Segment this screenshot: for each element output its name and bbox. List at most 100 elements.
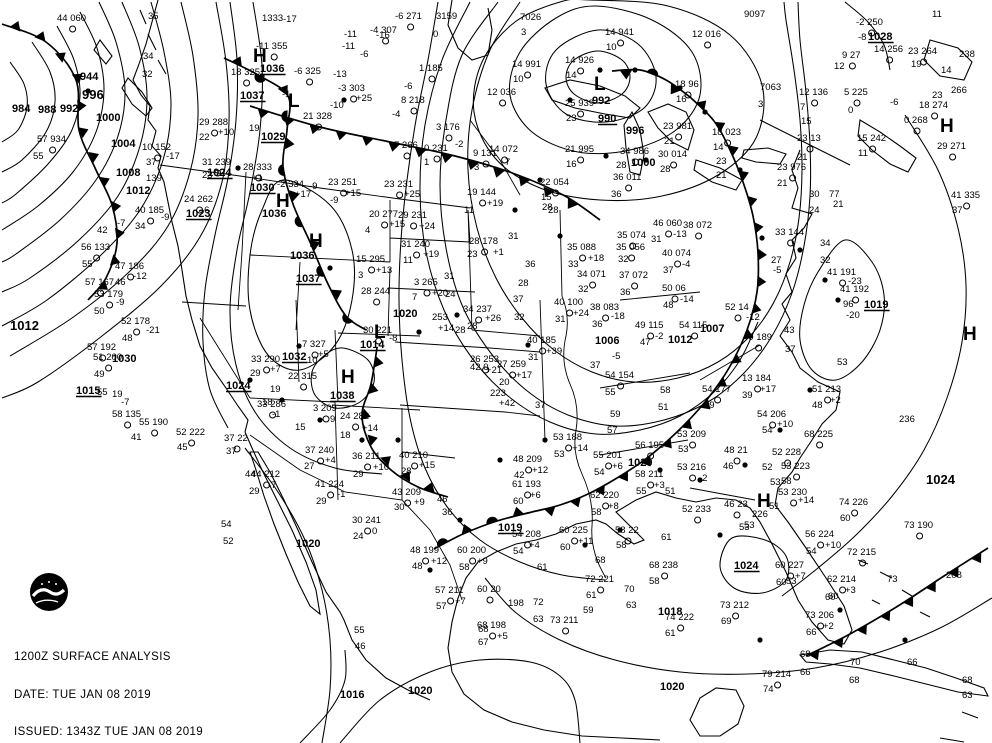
station-label: 44 060 [57, 13, 86, 24]
station-label: 35 088 [567, 242, 596, 253]
station-label: 37 [952, 205, 963, 216]
station-circle [714, 396, 722, 404]
station-circle [124, 421, 132, 429]
isobar-line [545, 29, 657, 123]
station-label: -9 [330, 195, 338, 206]
station-circle [755, 344, 763, 352]
station-circle [754, 385, 762, 393]
station-dot [797, 247, 803, 253]
station-circle [214, 169, 222, 177]
station-label: -1 [337, 489, 345, 500]
station-label: 27 259 [497, 359, 526, 370]
station-label: 57 [436, 601, 447, 612]
station-dot [697, 477, 703, 483]
station-label: 24 [353, 531, 364, 542]
station-circle [396, 191, 404, 199]
high-pressure-center: H [309, 231, 323, 252]
station-dot [643, 157, 649, 163]
station-label: +10 [777, 419, 793, 430]
station-label: 12 036 [487, 87, 516, 98]
station-circle [422, 557, 430, 565]
station-label: +24 [419, 221, 435, 232]
isobar-line [202, 1, 239, 429]
station-circle [300, 383, 308, 391]
station-label: +12 [532, 465, 548, 476]
isobar-line [799, 239, 885, 381]
station-label: 29 [316, 496, 327, 507]
isobar-line [9, 1, 199, 357]
station-circle [853, 99, 861, 107]
station-label: 23 [566, 113, 577, 124]
gulf-east-coastline [447, 149, 853, 741]
station-label: 51 200 [93, 352, 122, 363]
station-circle [769, 421, 777, 429]
station-label: 53 [678, 444, 689, 455]
station-label: 18 [340, 430, 351, 441]
station-circle [602, 314, 610, 322]
station-label: -2 250 [856, 17, 883, 28]
station-label: 14 [566, 70, 577, 81]
station-label: 1 185 [419, 63, 443, 74]
station-label: 23 [716, 156, 727, 167]
isobar-line [1, 1, 148, 293]
station-label: 18 96 [675, 79, 699, 90]
station-label: 22 [199, 132, 210, 143]
station-label: +10 [373, 462, 389, 473]
station-label: +25 [356, 93, 372, 104]
station-label: +39 [546, 346, 562, 357]
pressure-value-label: 1020 [393, 308, 417, 320]
station-label: 61 193 [512, 479, 541, 490]
pressure-value-label: 1023 [186, 208, 210, 220]
station-label: 63 [626, 600, 637, 611]
pressure-value-label: 1007 [700, 323, 724, 335]
isobar-line [1, 11, 105, 231]
station-label: 37 [535, 400, 546, 411]
station-label: -12 [746, 312, 760, 323]
station-label: 59 [610, 409, 621, 420]
station-circle [243, 79, 251, 87]
station-circle [577, 67, 585, 75]
station-label: 37 240 [305, 445, 334, 456]
station-label: 47 [640, 337, 651, 348]
station-label: 28 [401, 466, 412, 477]
station-label: 14 941 [605, 27, 634, 38]
station-circle [916, 532, 924, 540]
station-circle [315, 123, 323, 131]
pressure-value-label: 984 [12, 103, 31, 115]
station-dot [807, 387, 813, 393]
station-label: 57 167 [85, 277, 114, 288]
station-circle [806, 145, 814, 153]
station-label: 20 [499, 377, 510, 388]
station-circle [629, 242, 637, 250]
title-line-analysis: 1200Z SURFACE ANALYSIS [14, 651, 171, 663]
station-label: 51 213 [812, 384, 841, 395]
station-label: 11 [403, 255, 413, 266]
station-label: 60 [825, 592, 836, 603]
pressure-value-label: 1020 [296, 538, 320, 550]
station-circle [151, 429, 159, 437]
station-circle [475, 316, 483, 324]
station-label: 56 195 [635, 440, 664, 451]
station-label: 42 [514, 470, 525, 481]
station-label: 33 [568, 259, 579, 270]
station-circle [628, 254, 636, 262]
station-circle [501, 156, 509, 164]
station-circle [784, 459, 792, 467]
station-label: 60 [840, 513, 851, 524]
station-label: 66 [907, 657, 918, 668]
station-label: 96 [843, 299, 854, 310]
station-label: 55 [354, 625, 365, 636]
station-label: 60 [560, 542, 571, 553]
station-label: 40 189 [743, 332, 772, 343]
station-label: 48 209 [513, 454, 542, 465]
station-circle [364, 527, 372, 535]
station-circle [647, 332, 655, 340]
station-label: -6 [890, 97, 898, 108]
station-circle [647, 481, 655, 489]
station-circle [552, 189, 560, 197]
station-dot [902, 637, 908, 643]
station-label: 1 [424, 157, 429, 168]
station-label: 54 208 [512, 529, 541, 540]
station-label: 53 [837, 357, 848, 368]
